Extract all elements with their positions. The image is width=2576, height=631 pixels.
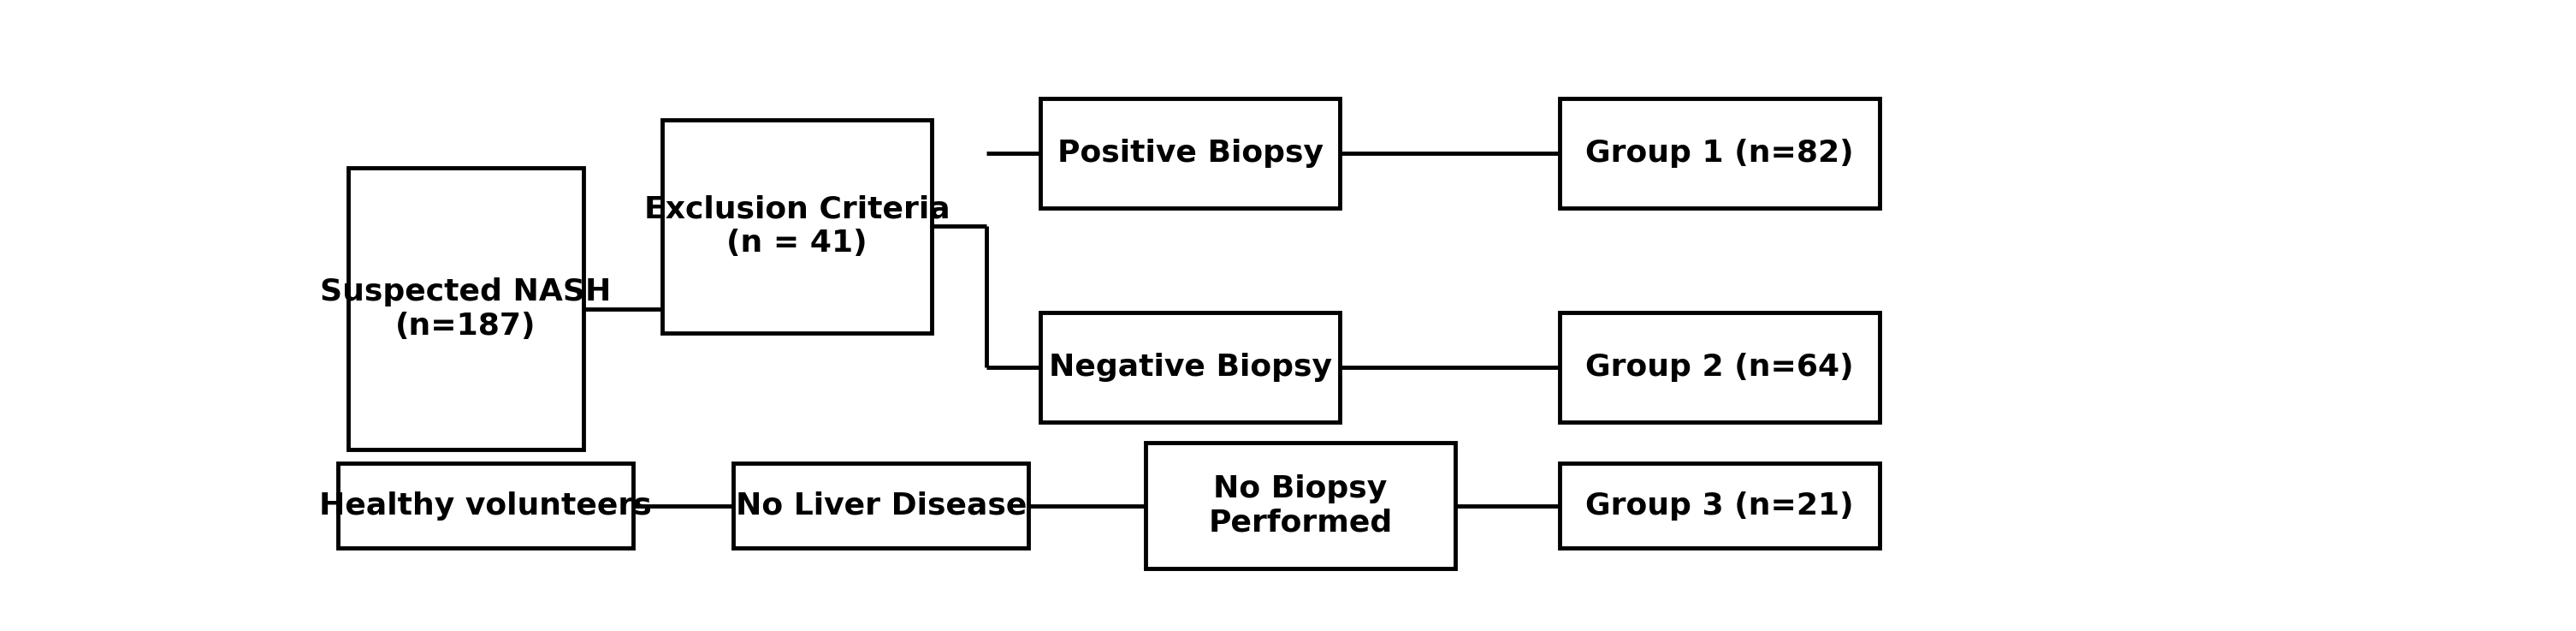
FancyBboxPatch shape (1561, 463, 1880, 548)
Text: Healthy volunteers: Healthy volunteers (319, 491, 652, 521)
Text: Exclusion Criteria
(n = 41): Exclusion Criteria (n = 41) (644, 195, 951, 257)
FancyBboxPatch shape (662, 119, 933, 333)
Text: Negative Biopsy: Negative Biopsy (1048, 353, 1332, 382)
FancyBboxPatch shape (1561, 312, 1880, 422)
FancyBboxPatch shape (1041, 312, 1340, 422)
Text: Group 2 (n=64): Group 2 (n=64) (1584, 353, 1855, 382)
FancyBboxPatch shape (734, 463, 1028, 548)
Text: No Liver Disease: No Liver Disease (734, 491, 1028, 521)
FancyBboxPatch shape (337, 463, 634, 548)
FancyBboxPatch shape (348, 168, 585, 450)
FancyBboxPatch shape (1041, 99, 1340, 208)
FancyBboxPatch shape (1146, 442, 1455, 569)
FancyBboxPatch shape (1561, 99, 1880, 208)
Text: Positive Biopsy: Positive Biopsy (1056, 139, 1324, 168)
Text: Suspected NASH
(n=187): Suspected NASH (n=187) (319, 278, 611, 340)
Text: Group 1 (n=82): Group 1 (n=82) (1584, 139, 1855, 168)
Text: Group 3 (n=21): Group 3 (n=21) (1584, 491, 1855, 521)
Text: No Biopsy
Performed: No Biopsy Performed (1208, 475, 1391, 537)
